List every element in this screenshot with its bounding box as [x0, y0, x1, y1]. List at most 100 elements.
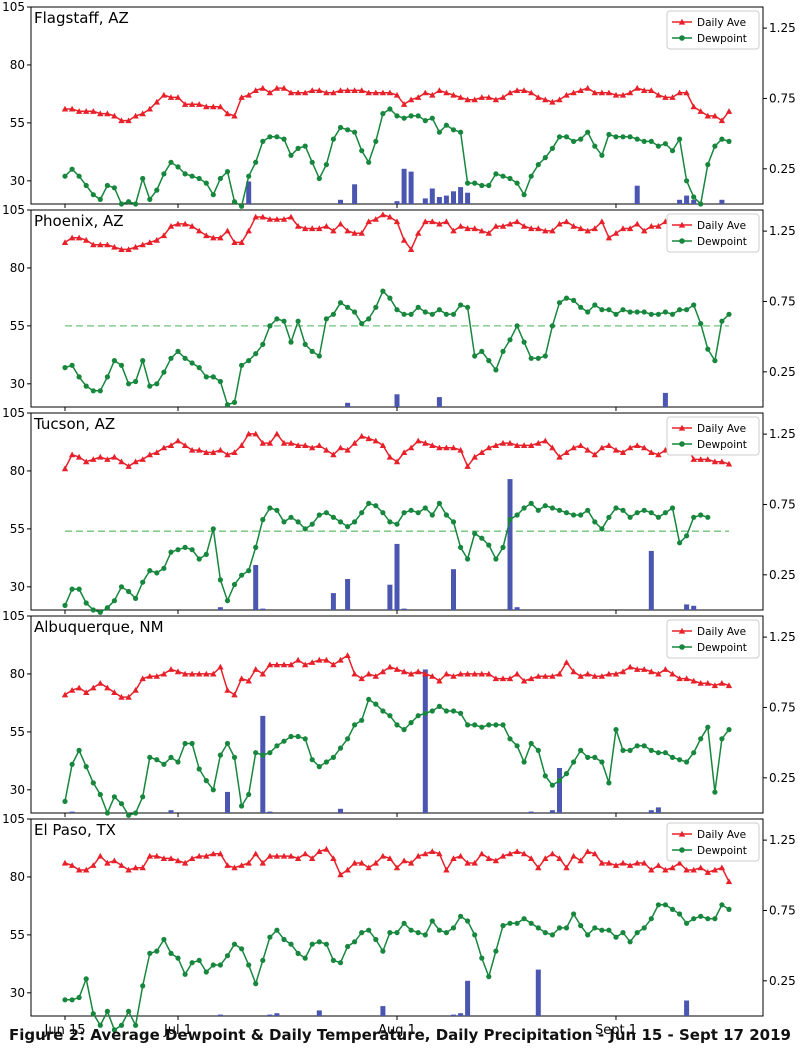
dewpoint-point — [366, 696, 372, 703]
daily-ave-point — [542, 96, 549, 103]
daily-ave-point — [556, 96, 563, 103]
dewpoint-point — [627, 939, 633, 945]
daily-ave-point — [104, 110, 111, 117]
chart-title-bg — [32, 617, 168, 637]
dewpoint-point — [253, 981, 259, 987]
legend-daily-label: Daily Ave — [697, 17, 746, 29]
daily-ave-point — [697, 864, 704, 871]
daily-ave-point — [203, 852, 210, 859]
dewpoint-point — [712, 143, 718, 149]
daily-ave-point — [422, 89, 429, 96]
dewpoint-point — [196, 957, 202, 964]
daily-ave-point — [634, 220, 641, 227]
daily-ave-point — [598, 859, 606, 866]
dewpoint-point — [436, 307, 442, 313]
dewpoint-point — [126, 199, 132, 205]
dewpoint-point — [472, 530, 478, 537]
dewpoint-point — [337, 519, 344, 525]
dewpoint-point — [613, 727, 619, 733]
daily-ave-point — [302, 89, 309, 96]
dewpoint-point — [493, 171, 499, 177]
dewpoint-point — [408, 311, 414, 317]
daily-ave-point — [146, 451, 153, 458]
dewpoint-point — [274, 134, 280, 140]
dewpoint-point — [415, 113, 421, 119]
dewpoint-point — [648, 510, 654, 516]
dewpoint-point — [684, 533, 690, 539]
dewpoint-point — [563, 134, 570, 140]
daily-ave-point — [90, 241, 97, 248]
daily-ave-point — [266, 661, 274, 668]
dewpoint-point — [337, 745, 344, 751]
daily-ave-point — [471, 225, 478, 232]
dewpoint-point — [592, 519, 598, 525]
dewpoint-point — [175, 547, 181, 553]
daily-ave-point — [167, 94, 175, 100]
dewpoint-point — [373, 503, 379, 509]
daily-ave-point — [513, 670, 521, 677]
precip-bar — [267, 1014, 273, 1016]
daily-ave-point — [584, 670, 591, 677]
daily-ave-point — [188, 855, 196, 861]
precip-bar — [634, 185, 640, 204]
dewpoint-point — [118, 1022, 125, 1028]
dewpoint-point — [578, 304, 584, 310]
daily-ave-point — [337, 87, 344, 93]
dewpoint-point — [662, 510, 669, 516]
daily-ave-point — [111, 453, 118, 460]
dewpoint-point — [352, 519, 358, 525]
precip-bar — [465, 980, 471, 1016]
daily-ave-point — [563, 91, 570, 98]
daily-ave-point — [83, 866, 90, 873]
daily-ave-point — [520, 850, 528, 857]
daily-ave-point — [718, 864, 726, 871]
daily-ave-point — [612, 230, 620, 236]
daily-ave-point — [400, 668, 408, 675]
dewpoint-point — [210, 374, 216, 380]
daily-ave-point — [626, 663, 634, 670]
dewpoint-point — [359, 717, 365, 723]
daily-ave-point — [125, 117, 132, 124]
x-tick-label: Jun 15 — [44, 1023, 86, 1038]
daily-ave-point — [351, 670, 358, 677]
daily-ave-point — [174, 857, 182, 864]
daily-ave-point — [372, 89, 379, 96]
daily-ave-point — [344, 227, 351, 234]
daily-ave-point — [68, 862, 76, 868]
dewpoint-point — [224, 953, 231, 959]
daily-ave-point — [358, 859, 365, 866]
dewpoint-point — [147, 196, 153, 202]
daily-ave-point — [125, 693, 132, 700]
daily-ave-point — [683, 675, 690, 682]
dewpoint-point — [182, 355, 188, 361]
daily-ave-point — [393, 864, 401, 871]
chart-title: Tucson, AZ — [33, 415, 115, 433]
dewpoint-point — [366, 316, 372, 322]
daily-ave-point — [365, 218, 372, 225]
dewpoint-point — [436, 703, 442, 710]
dewpoint-point — [571, 512, 577, 518]
daily-ave-point — [358, 675, 365, 682]
dewpoint-point — [295, 145, 301, 151]
legend-box — [666, 10, 760, 50]
daily-ave-markers — [61, 845, 733, 885]
daily-ave-point — [330, 855, 337, 861]
daily-ave-point — [287, 439, 295, 446]
daily-ave-point — [570, 444, 577, 451]
dewpoint-point — [288, 514, 294, 520]
dewpoint-point — [521, 759, 527, 765]
dewpoint-point — [281, 936, 287, 943]
daily-ave-point — [443, 866, 450, 873]
daily-ave-point — [160, 855, 168, 861]
dewpoint-point — [408, 720, 414, 726]
daily-ave-point — [400, 236, 408, 243]
dewpoint-point — [316, 353, 322, 359]
dewpoint-point — [260, 138, 266, 144]
dewpoint-point — [352, 309, 358, 315]
y2-tick-label: 0.25 — [769, 771, 796, 785]
daily-ave-point — [535, 225, 542, 232]
daily-ave-point — [224, 227, 231, 234]
daily-ave-point — [167, 855, 175, 861]
daily-ave-point — [450, 673, 457, 679]
dewpoint-point — [161, 369, 167, 375]
